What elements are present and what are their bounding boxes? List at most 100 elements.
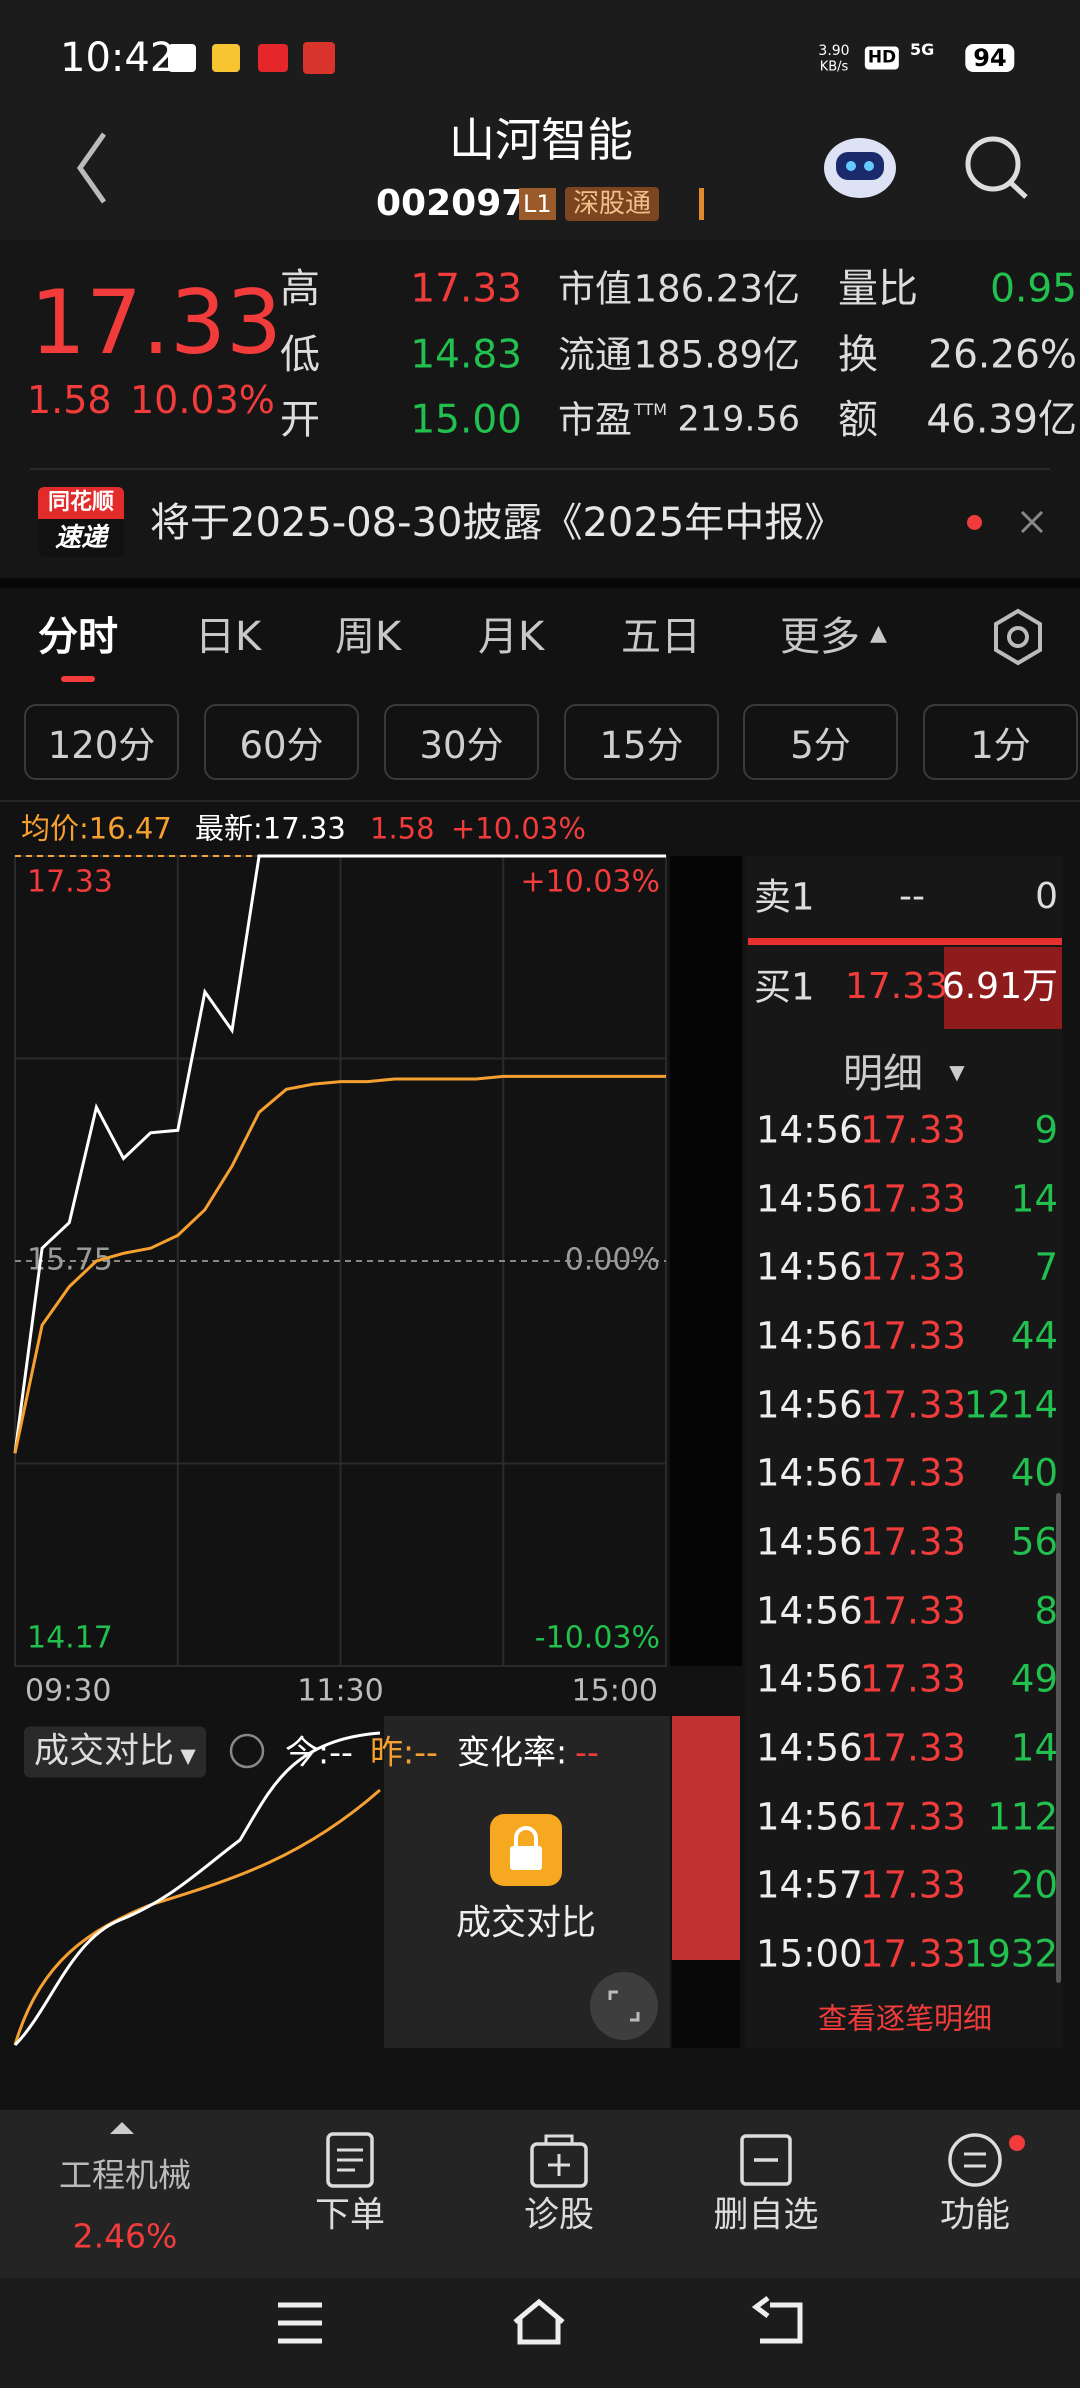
field-value: 15.00	[410, 397, 522, 443]
nav-home[interactable]	[513, 2298, 565, 2345]
x-tick-label: 09:30	[25, 1674, 111, 1709]
latest-price: 最新:17.33	[195, 811, 346, 846]
trade-price: 17.33	[860, 1726, 966, 1770]
price-change: 1.58	[27, 378, 112, 422]
divider	[0, 800, 1080, 802]
field-label-sup: TTM	[634, 400, 668, 419]
compare-change-value: --	[575, 1732, 599, 1772]
nav-menu[interactable]	[278, 2302, 322, 2344]
interval-button[interactable]: 5分	[743, 704, 898, 780]
notice-badge: 同花顺 速递	[38, 487, 124, 557]
trade-volume: 7	[1034, 1245, 1058, 1289]
y2-tick-label: +10.03%	[520, 865, 660, 900]
quote-bg	[0, 240, 1080, 578]
buy1-price: 17.33	[845, 966, 949, 1007]
trade-price: 17.33	[860, 1589, 966, 1633]
diagnose-icon[interactable]	[530, 2142, 588, 2188]
field-label: 低	[280, 332, 320, 378]
compare-selector[interactable]: 成交对比 ▼	[24, 1726, 206, 1778]
sell1-label: 卖1	[754, 875, 815, 919]
trade-price: 17.33	[860, 1245, 966, 1289]
marker	[699, 188, 704, 220]
tab-indicator	[61, 676, 95, 682]
bottom-action[interactable]: 功能	[939, 2195, 1011, 2236]
notice-text[interactable]: 将于2025-08-30披露《2025年中报》	[150, 500, 845, 546]
help-icon[interactable]	[229, 1733, 265, 1769]
network: 5G	[910, 40, 935, 59]
bottom-action[interactable]: 下单	[314, 2195, 386, 2236]
expand-icon	[608, 1990, 640, 2022]
trade-time: 14:56	[756, 1245, 863, 1289]
avg-price-line	[13, 1074, 666, 1454]
trade-price: 17.33	[860, 1383, 966, 1427]
trade-price: 17.33	[860, 1795, 966, 1839]
net-speed: 3.90	[818, 43, 850, 59]
locked-label: 成交对比	[455, 1903, 597, 1944]
tab[interactable]: 五日	[621, 614, 701, 660]
lock-shackle	[514, 1826, 538, 1846]
detail-title[interactable]: 明细	[843, 1051, 923, 1097]
trade-volume: 8	[1034, 1589, 1058, 1633]
nav-back[interactable]	[751, 2296, 803, 2344]
trade-volume: 14	[1010, 1177, 1058, 1221]
tab[interactable]: 更多	[780, 614, 860, 660]
trade-price: 17.33	[860, 1932, 966, 1976]
compare-bars	[672, 1716, 740, 1991]
volume-strip	[670, 856, 742, 1666]
trade-volume: 9	[1034, 1108, 1058, 1152]
field-label: 开	[280, 397, 320, 443]
level-badge: L1	[519, 188, 556, 220]
tab[interactable]: 分时	[38, 614, 118, 660]
interval-button[interactable]: 1分	[923, 704, 1078, 780]
back-icon[interactable]	[76, 132, 107, 204]
latest-change: 1.58	[370, 811, 435, 846]
more-trades[interactable]: 查看逐笔明细	[817, 2001, 993, 2036]
settings-icon[interactable]	[994, 608, 1042, 666]
trade-volume: 112	[987, 1795, 1058, 1839]
last-price: 17.33	[30, 271, 282, 374]
interval-button[interactable]: 120分	[24, 704, 179, 780]
sector-name[interactable]: 工程机械	[59, 2155, 191, 2195]
interval-button[interactable]: 30分	[384, 704, 539, 780]
bottom-action[interactable]: 诊股	[523, 2195, 595, 2236]
field-value: 186.23亿	[633, 267, 800, 311]
trade-volume: 44	[1010, 1314, 1058, 1358]
function-dot	[1009, 2135, 1025, 2151]
bottom-action[interactable]: 删自选	[713, 2195, 819, 2236]
trade-price: 17.33	[860, 1657, 966, 1701]
badge-bottom: 速递	[54, 523, 107, 553]
interval-button[interactable]: 15分	[564, 704, 719, 780]
order-icon[interactable]	[326, 2132, 374, 2188]
field-value: 17.33	[410, 266, 522, 312]
stock-code: 002097	[376, 183, 527, 224]
interval-button[interactable]: 60分	[204, 704, 359, 780]
remove-icon[interactable]	[740, 2134, 792, 2186]
lock-body	[510, 1846, 542, 1870]
sector-change: 2.46%	[72, 2216, 178, 2256]
trade-time: 14:56	[756, 1520, 863, 1564]
divider	[30, 468, 1050, 470]
trade-volume: 1214	[963, 1383, 1058, 1427]
trade-time: 14:56	[756, 1795, 863, 1839]
trade-volume: 56	[1010, 1520, 1058, 1564]
buy1-label: 买1	[754, 965, 815, 1009]
y-tick-label: 14.17	[27, 1621, 113, 1656]
order-book-bg	[746, 856, 1062, 2048]
close-icon[interactable]	[1020, 510, 1044, 534]
expand-button[interactable]	[590, 1972, 658, 2040]
app-icon	[258, 44, 288, 72]
tab[interactable]: 日K	[195, 614, 262, 660]
function-icon[interactable]	[948, 2133, 1002, 2187]
trade-time: 14:56	[756, 1383, 863, 1427]
search-icon[interactable]	[965, 136, 1028, 199]
tab[interactable]: 周K	[335, 614, 402, 660]
trade-price: 17.33	[860, 1177, 966, 1221]
trade-price: 17.33	[860, 1451, 966, 1495]
assistant-icon[interactable]	[824, 138, 896, 198]
tab[interactable]: 月K	[478, 614, 545, 660]
trade-time: 14:57	[756, 1863, 863, 1907]
avg-price: 均价:16.47	[21, 811, 172, 846]
book-divider	[748, 938, 1062, 945]
